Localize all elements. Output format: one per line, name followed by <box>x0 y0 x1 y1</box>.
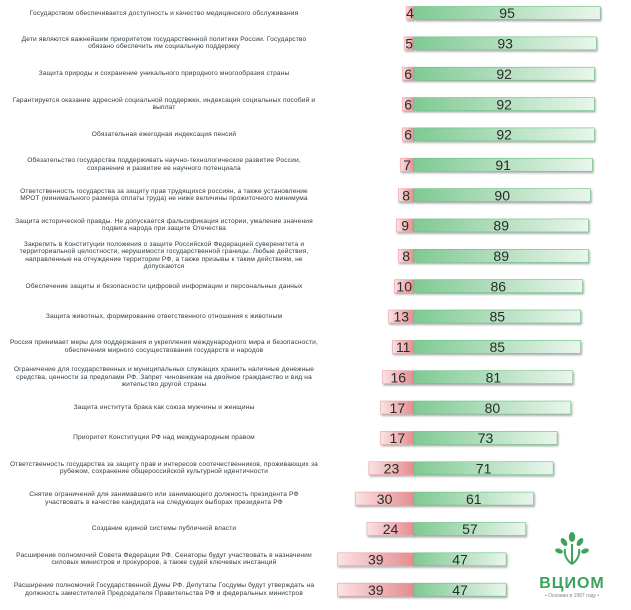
logo-name: ВЦИОМ <box>539 575 605 592</box>
positive-value-label: 92 <box>496 127 512 143</box>
row-label: Защита института брака как союза мужчины… <box>73 404 255 412</box>
positive-value-label: 85 <box>490 339 506 355</box>
positive-bar <box>413 461 554 476</box>
negative-value-label: 5 <box>405 36 413 52</box>
row-label: Расширение полномочий Государственной Ду… <box>13 582 315 597</box>
positive-value-label: 93 <box>497 36 513 52</box>
row-label: Ответственность государства за защиту пр… <box>20 187 308 202</box>
positive-value-label: 47 <box>452 552 468 568</box>
row-label: Защита животных, формирование ответствен… <box>45 313 283 320</box>
row-label: Ответственность государства за защиту пр… <box>10 460 318 476</box>
positive-value-label: 91 <box>495 157 511 173</box>
row-label: Государством обеспечивается доступность … <box>29 9 299 17</box>
tree-icon <box>555 532 589 565</box>
negative-value-label: 30 <box>377 491 393 507</box>
positive-value-label: 81 <box>486 369 502 385</box>
negative-value-label: 13 <box>393 309 409 325</box>
positive-bar <box>413 66 595 81</box>
row-label: Обязательство государства поддерживать н… <box>27 157 301 172</box>
row-label: Защита исторической правды. Не допускает… <box>15 217 313 233</box>
negative-value-label: 8 <box>402 187 410 203</box>
negative-value-label: 11 <box>396 339 411 355</box>
positive-value-label: 57 <box>462 521 478 537</box>
row-label: Россия принимает меры для поддержания и … <box>10 339 318 354</box>
positive-bar <box>413 157 593 172</box>
negative-value-label: 23 <box>384 460 400 476</box>
positive-bar <box>413 127 595 142</box>
negative-value-label: 39 <box>368 582 384 598</box>
row-label: Дети являются важнейшим приоритетом госу… <box>21 35 307 51</box>
positive-bar <box>413 218 589 233</box>
logo-tagline: • Основан в 1987 году • <box>544 593 600 599</box>
positive-bar <box>413 491 534 506</box>
positive-bar <box>413 370 574 385</box>
row-label: Приоритет Конституции РФ над международн… <box>73 434 255 442</box>
row-label: Закрепить в Конституции положения о защи… <box>19 240 309 271</box>
positive-bar <box>413 6 601 20</box>
negative-value-label: 4 <box>406 5 414 21</box>
positive-bar <box>413 249 589 263</box>
positive-bar <box>413 552 507 567</box>
positive-bar <box>413 340 581 354</box>
positive-bar <box>413 522 527 536</box>
positive-value-label: 85 <box>490 309 506 325</box>
positive-value-label: 73 <box>478 430 494 446</box>
positive-value-label: 47 <box>452 582 468 598</box>
negative-value-label: 24 <box>383 521 399 537</box>
positive-value-label: 92 <box>496 66 512 82</box>
row-label: Обязательная ежегодная индексация пенсий <box>91 130 237 138</box>
negative-value-label: 16 <box>391 369 407 385</box>
row-label: Обеспечение защиты и безопасности цифров… <box>25 282 303 290</box>
positive-value-label: 61 <box>466 491 482 507</box>
row-label: Ограничение для государственных и муници… <box>13 366 315 388</box>
negative-value-label: 17 <box>390 430 406 446</box>
positive-bar <box>413 188 591 202</box>
positive-bar <box>413 309 581 324</box>
negative-value-label: 7 <box>403 157 411 173</box>
positive-value-label: 89 <box>493 248 509 264</box>
negative-value-label: 6 <box>404 96 412 112</box>
positive-value-label: 90 <box>494 187 510 203</box>
row-label: Снятие ограничений для занимавшего или з… <box>29 491 299 506</box>
positive-bar <box>413 97 595 111</box>
vciom-logo: ВЦИОМ • Основан в 1987 году • <box>530 530 614 602</box>
positive-bar <box>413 582 507 597</box>
positive-bar <box>413 279 583 293</box>
positive-value-label: 86 <box>490 278 506 294</box>
row-label: Создание единой системы публичной власти <box>91 525 237 533</box>
positive-value-label: 71 <box>476 460 492 476</box>
negative-value-label: 6 <box>404 66 412 82</box>
negative-value-label: 9 <box>401 218 409 234</box>
positive-bar <box>413 431 558 445</box>
positive-value-label: 95 <box>499 5 515 21</box>
positive-bar <box>413 400 572 415</box>
positive-value-label: 80 <box>485 400 501 416</box>
negative-value-label: 17 <box>390 400 406 416</box>
negative-value-label: 39 <box>368 552 384 568</box>
row-label: Защита природы и сохранение уникального … <box>38 70 290 78</box>
negative-value-label: 8 <box>402 248 410 264</box>
negative-value-label: 6 <box>404 127 412 143</box>
row-label: Гарантируется оказание адресной социальн… <box>12 96 316 111</box>
positive-bar <box>413 36 597 51</box>
positive-value-label: 92 <box>496 96 512 112</box>
positive-value-label: 89 <box>493 218 509 234</box>
row-label: Расширение полномочий Совета Федерации Р… <box>16 551 312 567</box>
negative-value-label: 10 <box>396 278 412 294</box>
